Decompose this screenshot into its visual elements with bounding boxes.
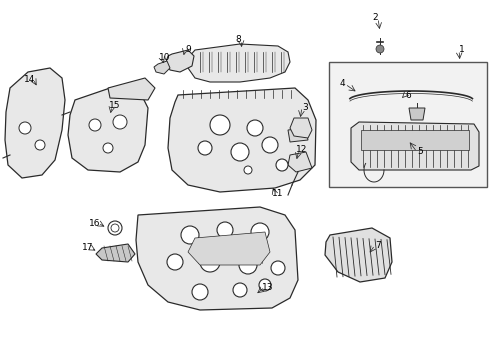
Polygon shape (96, 244, 135, 262)
Polygon shape (154, 61, 170, 74)
Polygon shape (409, 108, 425, 120)
Circle shape (167, 254, 183, 270)
Polygon shape (166, 50, 194, 72)
Circle shape (217, 222, 233, 238)
Circle shape (113, 115, 127, 129)
Polygon shape (325, 228, 392, 282)
Circle shape (276, 159, 288, 171)
Polygon shape (290, 118, 312, 138)
Circle shape (210, 115, 230, 135)
Text: 1: 1 (459, 45, 465, 54)
Polygon shape (168, 88, 316, 192)
Text: 2: 2 (372, 13, 378, 22)
Text: 14: 14 (24, 75, 36, 84)
Text: 4: 4 (339, 80, 345, 89)
Polygon shape (136, 207, 298, 310)
Circle shape (198, 141, 212, 155)
Circle shape (181, 226, 199, 244)
Circle shape (35, 140, 45, 150)
Text: 16: 16 (89, 219, 101, 228)
Text: 12: 12 (296, 145, 308, 154)
Text: 8: 8 (235, 36, 241, 45)
Bar (329, 62, 487, 187)
Circle shape (251, 223, 269, 241)
Polygon shape (5, 68, 65, 178)
Circle shape (244, 166, 252, 174)
Circle shape (231, 143, 249, 161)
Circle shape (262, 137, 278, 153)
Circle shape (271, 261, 285, 275)
Polygon shape (361, 130, 469, 150)
Circle shape (108, 221, 122, 235)
Circle shape (103, 143, 113, 153)
Text: 7: 7 (375, 240, 381, 249)
Text: 3: 3 (302, 103, 308, 112)
Polygon shape (288, 152, 312, 172)
Circle shape (192, 284, 208, 300)
Circle shape (89, 119, 101, 131)
Text: 10: 10 (159, 54, 171, 63)
Circle shape (259, 279, 271, 291)
Polygon shape (351, 122, 479, 170)
Text: 6: 6 (405, 90, 411, 99)
Circle shape (200, 252, 220, 272)
Circle shape (111, 224, 119, 232)
Circle shape (376, 45, 384, 53)
Circle shape (247, 120, 263, 136)
Polygon shape (288, 128, 308, 142)
Polygon shape (188, 232, 270, 265)
Polygon shape (108, 78, 155, 100)
Circle shape (19, 122, 31, 134)
Circle shape (239, 256, 257, 274)
Polygon shape (68, 88, 148, 172)
Circle shape (233, 283, 247, 297)
Text: 11: 11 (272, 189, 284, 198)
Text: 5: 5 (417, 148, 423, 157)
Text: 15: 15 (109, 102, 121, 111)
Text: 13: 13 (262, 283, 274, 292)
Polygon shape (188, 44, 290, 82)
Text: 9: 9 (185, 45, 191, 54)
Text: 17: 17 (82, 243, 94, 252)
